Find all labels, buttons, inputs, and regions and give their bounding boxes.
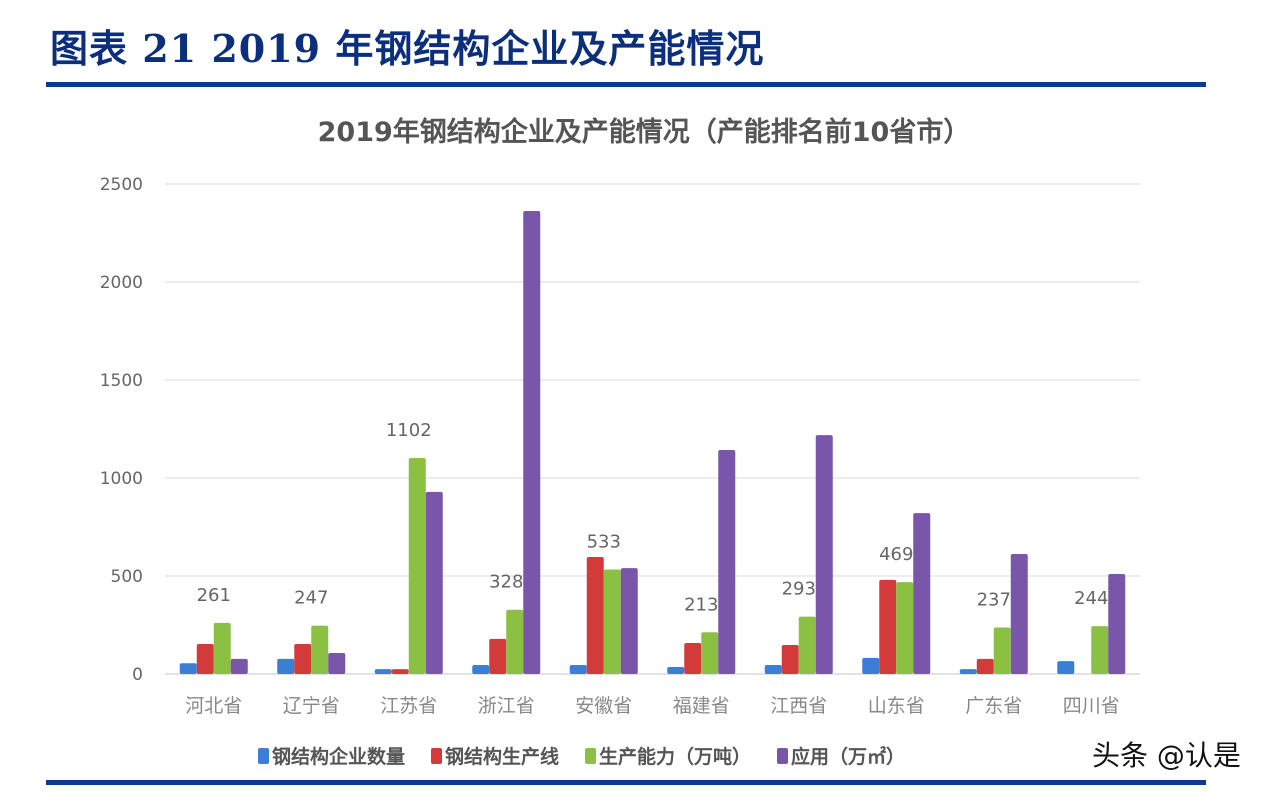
bar-1-8 — [976, 658, 994, 674]
y-tick-label: 0 — [132, 665, 143, 685]
bar-1-0 — [196, 644, 214, 674]
bar-3-4 — [620, 568, 638, 674]
bar-2-5 — [701, 632, 719, 674]
legend-label: 钢结构企业数量 — [272, 746, 406, 768]
legend-item: 钢结构生产线 — [431, 742, 559, 769]
bar-2-8 — [993, 627, 1011, 674]
legend-swatch — [258, 747, 269, 764]
bar-2-6 — [798, 616, 816, 674]
y-tick-label: 500 — [111, 567, 143, 587]
bottom-divider — [46, 780, 1206, 785]
bar-1-6 — [781, 644, 799, 674]
bar-1-5 — [684, 643, 702, 674]
bar-0-5 — [667, 666, 685, 674]
legend-swatch — [431, 747, 443, 764]
bar-3-3 — [523, 211, 541, 674]
bar-3-1 — [328, 653, 346, 674]
bar-1-1 — [294, 644, 312, 674]
bar-0-4 — [569, 664, 587, 674]
data-label: 1102 — [386, 420, 432, 441]
legend-label: 应用（万㎡） — [791, 746, 906, 768]
bar-3-5 — [718, 449, 736, 674]
bar-2-2 — [408, 458, 426, 674]
x-tick-label: 河北省 — [185, 695, 242, 717]
bar-0-3 — [472, 664, 490, 674]
x-tick-label: 广东省 — [965, 695, 1022, 717]
bar-0-8 — [959, 669, 977, 674]
x-tick-label: 四川省 — [1063, 695, 1120, 717]
chart-title: 2019年钢结构企业及产能情况（产能排名前10省市） — [317, 117, 971, 148]
bar-0-2 — [374, 669, 392, 674]
x-tick-label: 江西省 — [770, 695, 827, 717]
legend-swatch — [585, 747, 597, 764]
watermark: 头条 @认是 — [1092, 739, 1241, 772]
figure-title: 图表 21 2019 年钢结构企业及产能情况 — [50, 26, 765, 71]
data-label: 293 — [782, 579, 816, 600]
x-tick-label: 浙江省 — [478, 695, 535, 717]
bar-1-4 — [586, 556, 604, 674]
data-label: 533 — [587, 532, 621, 553]
bar-3-7 — [913, 513, 931, 674]
legend-swatch — [777, 747, 789, 764]
bar-0-1 — [277, 658, 295, 674]
bar-2-3 — [506, 609, 524, 674]
x-tick-label: 安徽省 — [575, 695, 632, 717]
y-tick-label: 2500 — [100, 175, 143, 195]
legend-item: 应用（万㎡） — [777, 742, 905, 769]
bar-2-7 — [896, 582, 914, 674]
bar-2-0 — [213, 622, 231, 674]
data-label: 328 — [489, 572, 523, 593]
legend-label: 生产能力（万吨） — [599, 746, 752, 768]
y-tick-label: 2000 — [100, 273, 143, 293]
bar-2-1 — [311, 625, 329, 674]
bar-0-6 — [764, 664, 782, 674]
bar-3-6 — [815, 435, 833, 674]
legend-item: 钢结构企业数量 — [258, 742, 405, 769]
data-label: 469 — [879, 544, 913, 565]
x-tick-label: 江苏省 — [380, 695, 437, 717]
data-label: 213 — [684, 594, 718, 615]
y-tick-label: 1500 — [100, 371, 143, 391]
bar-0-0 — [179, 663, 197, 674]
data-label: 261 — [197, 585, 231, 606]
bar-0-7 — [862, 657, 880, 674]
bar-3-0 — [230, 658, 248, 674]
bar-2-4 — [603, 569, 621, 674]
data-label: 237 — [977, 590, 1011, 611]
bar-1-7 — [879, 579, 897, 674]
legend-item: 生产能力（万吨） — [585, 742, 751, 769]
data-label: 244 — [1074, 588, 1108, 609]
x-tick-label: 福建省 — [673, 695, 730, 717]
bar-3-2 — [425, 491, 443, 674]
x-tick-label: 辽宁省 — [283, 695, 340, 717]
bar-3-9 — [1108, 574, 1126, 674]
bar-3-8 — [1010, 554, 1028, 674]
bar-2-9 — [1091, 626, 1109, 674]
y-tick-label: 1000 — [100, 469, 143, 489]
bar-1-2 — [391, 669, 409, 674]
top-divider — [46, 82, 1206, 87]
legend-label: 钢结构生产线 — [445, 746, 560, 768]
legend: 钢结构企业数量 钢结构生产线 生产能力（万吨） 应用（万㎡） — [258, 742, 905, 769]
x-tick-label: 山东省 — [868, 695, 925, 717]
data-label: 247 — [294, 588, 328, 609]
bar-1-3 — [489, 638, 507, 674]
bar-0-9 — [1057, 661, 1075, 674]
